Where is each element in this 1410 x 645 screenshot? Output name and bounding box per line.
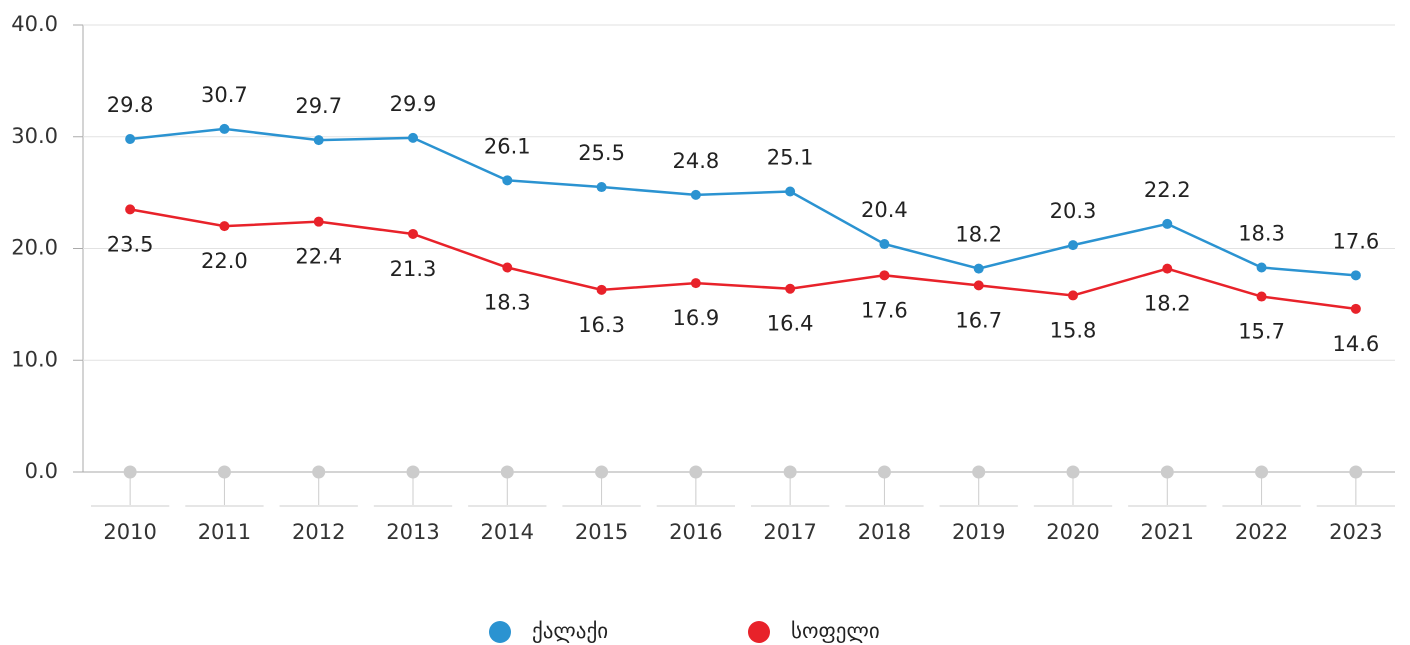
data-label: 26.1 [484, 134, 531, 158]
x-tick-label: 2010 [103, 520, 156, 544]
x-tick-label: 2013 [386, 520, 439, 544]
x-tick-label: 2023 [1329, 520, 1382, 544]
data-point [1162, 218, 1173, 229]
x-tick-label: 2019 [952, 520, 1005, 544]
series-line [130, 127, 1356, 277]
data-point [408, 228, 418, 239]
category-dot [123, 465, 137, 479]
x-tick-label: 2018 [858, 520, 911, 544]
category-dot [312, 465, 326, 479]
data-label: 16.3 [578, 313, 625, 337]
data-label: 25.1 [767, 146, 814, 170]
y-tick-label: 10.0 [11, 347, 58, 371]
data-label: 16.9 [672, 306, 719, 330]
category-dot [1255, 465, 1269, 479]
x-tick-label: 2017 [763, 520, 816, 544]
y-tick-label: 40.0 [11, 12, 58, 36]
x-tick-label: 2021 [1141, 520, 1194, 544]
data-point [690, 278, 701, 289]
data-point [502, 262, 513, 273]
data-label: 24.8 [672, 149, 719, 173]
data-label: 15.8 [1050, 318, 1097, 342]
x-tick-label: 2016 [669, 520, 722, 544]
data-point [690, 189, 701, 200]
data-point [502, 175, 513, 186]
data-label: 16.7 [955, 308, 1002, 332]
category-dot [1349, 465, 1363, 479]
data-label: 17.6 [861, 298, 908, 322]
data-label: 23.5 [107, 232, 154, 256]
x-tick-label: 2011 [198, 520, 251, 544]
x-tick-label: 2015 [575, 520, 628, 544]
x-tick-label: 2020 [1046, 520, 1099, 544]
data-point [1256, 291, 1267, 302]
data-point [785, 186, 796, 197]
category-dot [1160, 465, 1174, 479]
data-point [973, 280, 984, 291]
data-label: 18.2 [1144, 292, 1191, 316]
data-point [1068, 240, 1078, 251]
data-label: 18.3 [1238, 221, 1285, 245]
legend-label: ქალაქი [532, 619, 608, 643]
data-point [313, 216, 324, 227]
data-point [1162, 263, 1173, 274]
data-point [408, 132, 418, 143]
category-dot [217, 465, 231, 479]
data-point [596, 182, 607, 193]
data-point [596, 284, 607, 295]
data-label: 18.3 [484, 290, 531, 314]
data-label: 20.3 [1050, 199, 1097, 223]
category-dot [1066, 465, 1080, 479]
category-dot [500, 465, 514, 479]
data-label: 15.7 [1238, 320, 1285, 344]
data-label: 21.3 [390, 257, 437, 281]
series-line [129, 208, 1357, 311]
data-label: 14.6 [1332, 332, 1379, 356]
data-label: 22.4 [295, 245, 342, 269]
category-dot [783, 465, 797, 479]
data-label: 29.9 [390, 92, 437, 116]
data-label: 29.8 [107, 93, 154, 117]
category-dot [972, 465, 986, 479]
y-tick-label: 20.0 [11, 236, 58, 260]
legend-marker [489, 621, 511, 643]
data-point [879, 239, 890, 250]
data-point [973, 263, 984, 274]
data-label: 20.4 [861, 198, 908, 222]
data-point [1068, 290, 1078, 301]
data-label: 22.0 [201, 249, 248, 273]
data-point [879, 270, 890, 281]
data-point [1256, 262, 1267, 273]
data-point [219, 123, 230, 134]
x-tick-label: 2022 [1235, 520, 1288, 544]
y-tick-label: 30.0 [11, 124, 58, 148]
legend-label: სოფელი [791, 619, 880, 643]
data-point [125, 204, 136, 215]
y-tick-label: 0.0 [25, 459, 58, 483]
legend-marker [748, 621, 770, 643]
x-tick-label: 2012 [292, 520, 345, 544]
data-point [1350, 270, 1361, 281]
data-point [1350, 303, 1361, 314]
data-label: 30.7 [201, 83, 248, 107]
category-dot [689, 465, 703, 479]
data-label: 29.7 [295, 94, 342, 118]
data-label: 22.2 [1144, 178, 1191, 202]
data-label: 17.6 [1332, 229, 1379, 253]
data-point [313, 135, 324, 146]
category-dot [406, 465, 420, 479]
data-label: 25.5 [578, 141, 625, 165]
category-dot [877, 465, 891, 479]
data-label: 16.4 [767, 312, 814, 336]
category-dot [595, 465, 609, 479]
data-point [785, 283, 796, 294]
data-label: 18.2 [955, 223, 1002, 247]
data-point [125, 133, 136, 144]
x-tick-label: 2014 [481, 520, 534, 544]
data-point [219, 221, 230, 232]
